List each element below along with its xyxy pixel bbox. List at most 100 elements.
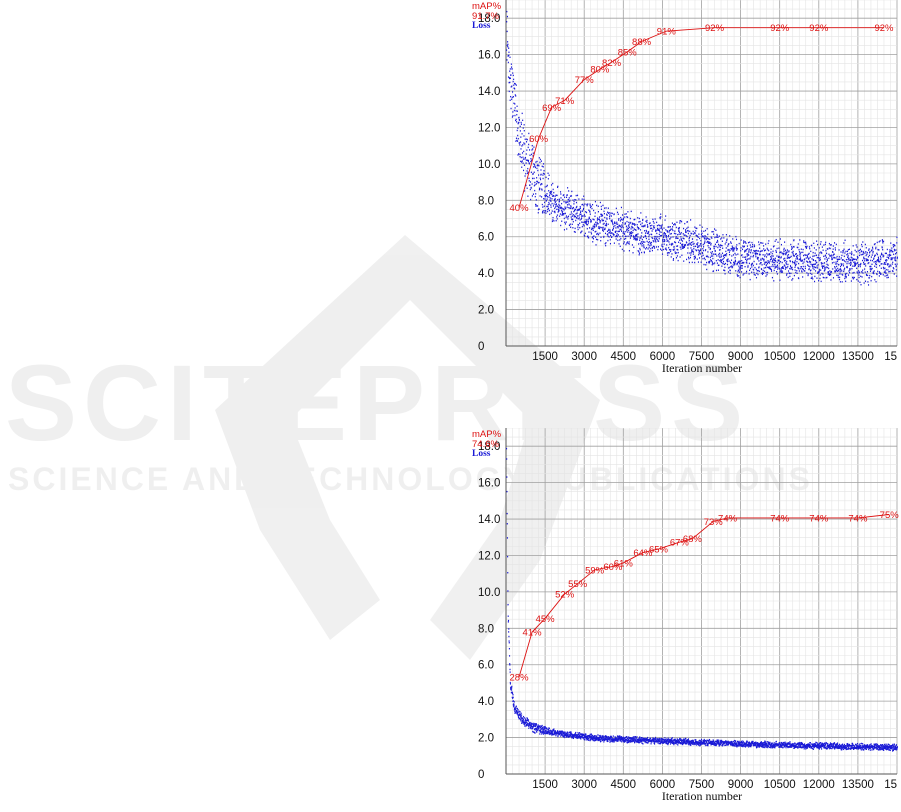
loss-point [818, 259, 820, 262]
loss-point [708, 261, 710, 263]
loss-point [631, 244, 633, 246]
loss-point [678, 241, 680, 243]
loss-point [659, 227, 661, 230]
loss-point [606, 213, 608, 215]
loss-point [758, 243, 760, 246]
loss-point [813, 242, 815, 244]
loss-point [706, 741, 708, 743]
loss-point [641, 737, 643, 739]
loss-point [547, 208, 549, 211]
loss-point [747, 258, 749, 260]
loss-point [786, 257, 788, 259]
loss-point [616, 221, 618, 223]
loss-point [765, 271, 767, 274]
x-tick-label: 10500 [764, 351, 796, 363]
loss-point [749, 744, 751, 747]
loss-point [761, 268, 763, 271]
loss-point [533, 163, 535, 165]
loss-point [764, 262, 766, 264]
loss-point [804, 265, 806, 268]
loss-point [600, 215, 602, 218]
loss-point [637, 233, 639, 235]
loss-point [662, 238, 664, 241]
loss-point [514, 107, 516, 109]
loss-point [646, 739, 648, 742]
loss-point [547, 205, 549, 208]
loss-point [675, 233, 677, 235]
loss-point [548, 203, 550, 205]
loss-point [735, 254, 737, 256]
loss-point [804, 258, 806, 260]
loss-point [535, 724, 538, 726]
loss-point [584, 734, 586, 736]
loss-point [560, 735, 562, 737]
loss-point [743, 261, 745, 264]
loss-point [630, 228, 632, 230]
loss-point [595, 735, 597, 737]
loss-point [875, 281, 877, 283]
loss-point [634, 223, 636, 226]
loss-point [787, 265, 789, 268]
loss-point [527, 171, 529, 173]
loss-point [525, 159, 527, 161]
loss-point [828, 273, 830, 275]
loss-point [609, 242, 612, 245]
loss-point [783, 250, 785, 253]
loss-point [868, 277, 870, 279]
loss-point [789, 746, 791, 748]
loss-point [575, 213, 577, 215]
loss-point [844, 274, 847, 276]
loss-point [688, 740, 690, 743]
loss-point [670, 232, 672, 235]
loss-point [628, 739, 630, 742]
loss-point [679, 239, 681, 241]
loss-point [609, 740, 611, 742]
loss-point [687, 232, 689, 235]
loss-point [858, 249, 860, 252]
loss-point [817, 744, 819, 747]
loss-point [532, 727, 534, 730]
loss-point [567, 215, 570, 218]
loss-point [752, 740, 754, 743]
loss-point [652, 245, 655, 248]
map-data-label: 82% [602, 58, 622, 69]
loss-point [850, 262, 852, 264]
loss-point [611, 212, 613, 215]
loss-point [753, 244, 755, 246]
loss-point [664, 248, 666, 250]
loss-point [837, 744, 839, 747]
loss-point [662, 234, 664, 236]
loss-point [512, 74, 514, 77]
loss-point [677, 249, 679, 251]
loss-point [727, 258, 729, 260]
loss-point [772, 250, 774, 252]
loss-point [666, 238, 668, 240]
loss-point [618, 217, 620, 220]
loss-point [704, 740, 706, 742]
loss-point [588, 231, 590, 233]
loss-point [753, 742, 755, 745]
loss-point [706, 268, 708, 271]
loss-point [681, 220, 683, 223]
loss-point [666, 252, 669, 254]
loss-point [717, 241, 719, 243]
loss-point [660, 739, 662, 742]
loss-point [574, 215, 576, 218]
loss-point [695, 742, 697, 744]
loss-point [649, 244, 651, 247]
loss-point [749, 241, 751, 243]
loss-point [717, 269, 719, 271]
loss-point [748, 254, 750, 256]
loss-point [825, 277, 827, 279]
loss-point [836, 260, 838, 263]
loss-point [638, 254, 640, 256]
loss-point [570, 731, 572, 733]
loss-point [555, 206, 557, 208]
loss-point [608, 228, 610, 231]
loss-point [732, 248, 734, 251]
loss-point [688, 744, 690, 746]
loss-point [677, 739, 679, 741]
loss-point [606, 737, 608, 739]
loss-point [818, 742, 821, 744]
loss-point [605, 244, 607, 247]
